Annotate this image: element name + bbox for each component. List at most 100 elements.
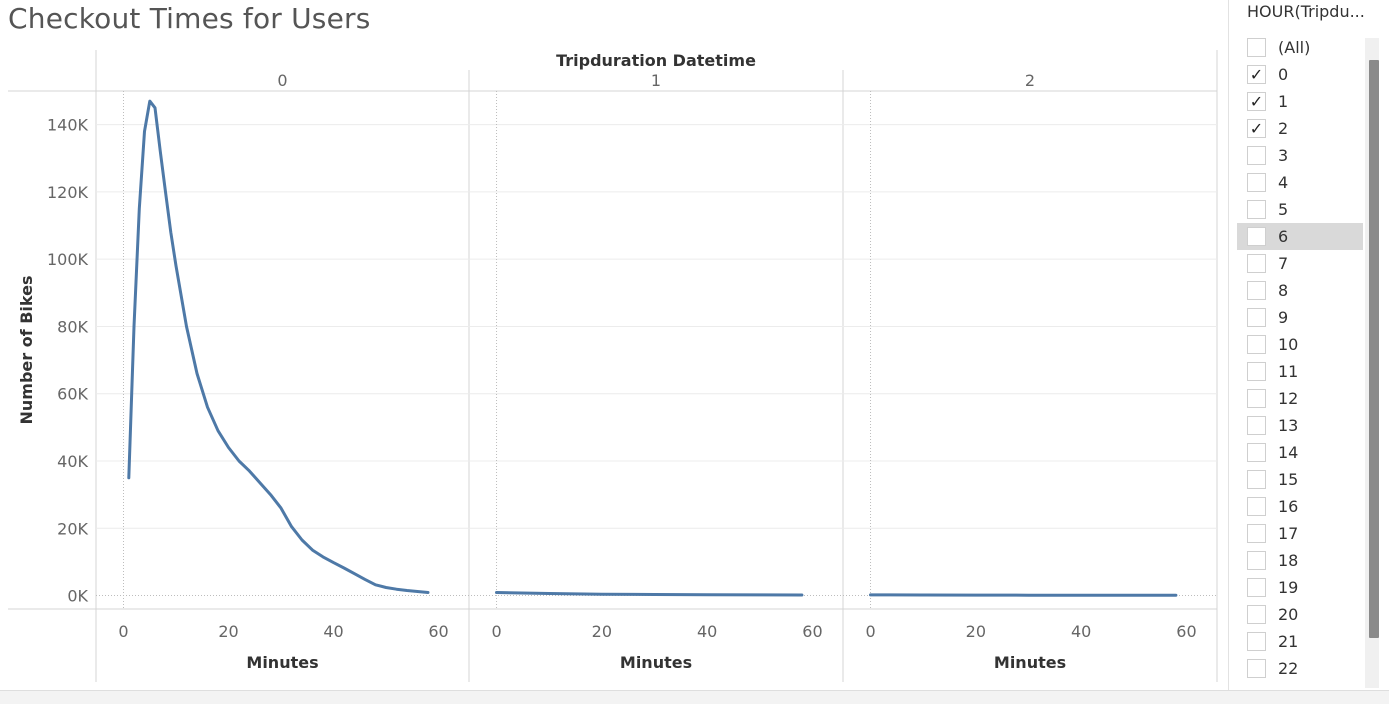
- filter-item[interactable]: 14: [1237, 439, 1363, 466]
- filter-item[interactable]: 9: [1237, 304, 1363, 331]
- filter-item[interactable]: 18: [1237, 547, 1363, 574]
- checkbox[interactable]: [1247, 632, 1266, 651]
- x-axis-label: Minutes: [620, 653, 692, 672]
- filter-item[interactable]: 7: [1237, 250, 1363, 277]
- filter-item-label: 13: [1278, 416, 1298, 435]
- checkbox[interactable]: [1247, 416, 1266, 435]
- filter-item-label: 17: [1278, 524, 1298, 543]
- checkbox[interactable]: [1247, 470, 1266, 489]
- checkbox[interactable]: [1247, 173, 1266, 192]
- filter-item[interactable]: 4: [1237, 169, 1363, 196]
- filter-item[interactable]: (All): [1237, 34, 1363, 61]
- checkbox[interactable]: [1247, 200, 1266, 219]
- filter-item-label: 8: [1278, 281, 1288, 300]
- checkbox[interactable]: [1247, 659, 1266, 678]
- checkbox[interactable]: [1247, 578, 1266, 597]
- checkbox[interactable]: [1247, 551, 1266, 570]
- filter-item-label: (All): [1278, 38, 1310, 57]
- x-axis-label: Minutes: [246, 653, 318, 672]
- checkbox[interactable]: [1247, 362, 1266, 381]
- filter-item[interactable]: 19: [1237, 574, 1363, 601]
- filter-item[interactable]: 17: [1237, 520, 1363, 547]
- checkbox[interactable]: [1247, 389, 1266, 408]
- filter-item[interactable]: 22: [1237, 655, 1363, 682]
- filter-item-label: 18: [1278, 551, 1298, 570]
- filter-item-label: 6: [1278, 227, 1288, 246]
- filter-item-label: 5: [1278, 200, 1288, 219]
- filter-item-label: 4: [1278, 173, 1288, 192]
- x-tick-label: 40: [697, 622, 717, 641]
- filter-item-label: 11: [1278, 362, 1298, 381]
- y-axis-label: Number of Bikes: [17, 275, 36, 424]
- checkbox[interactable]: [1247, 443, 1266, 462]
- checkbox[interactable]: [1247, 524, 1266, 543]
- y-tick-label: 120K: [47, 183, 89, 202]
- filter-item-label: 20: [1278, 605, 1298, 624]
- filter-item[interactable]: ✓0: [1237, 61, 1363, 88]
- checkbox[interactable]: [1247, 605, 1266, 624]
- y-tick-label: 80K: [57, 317, 88, 336]
- x-tick-label: 20: [218, 622, 238, 641]
- checkbox[interactable]: [1247, 335, 1266, 354]
- filter-item[interactable]: 3: [1237, 142, 1363, 169]
- filter-item-label: 2: [1278, 119, 1288, 138]
- filter-item-label: 15: [1278, 470, 1298, 489]
- filter-item-label: 10: [1278, 335, 1298, 354]
- panel-header: 1: [651, 71, 661, 90]
- x-tick-label: 20: [592, 622, 612, 641]
- filter-scrollbar-thumb[interactable]: [1369, 60, 1379, 638]
- y-tick-label: 40K: [57, 452, 88, 471]
- y-tick-label: 100K: [47, 250, 89, 269]
- x-axis-label: Minutes: [994, 653, 1066, 672]
- x-tick-label: 0: [118, 622, 128, 641]
- filter-item-label: 12: [1278, 389, 1298, 408]
- filter-item-label: 3: [1278, 146, 1288, 165]
- bottom-scrollbar[interactable]: [0, 690, 1389, 704]
- checkbox[interactable]: [1247, 254, 1266, 273]
- filter-item[interactable]: 21: [1237, 628, 1363, 655]
- panel-header: 2: [1025, 71, 1035, 90]
- filter-item[interactable]: ✓1: [1237, 88, 1363, 115]
- filter-item[interactable]: 11: [1237, 358, 1363, 385]
- filter-item[interactable]: 10: [1237, 331, 1363, 358]
- y-tick-label: 60K: [57, 385, 88, 404]
- checked-checkbox[interactable]: ✓: [1247, 65, 1266, 84]
- checked-checkbox[interactable]: ✓: [1247, 119, 1266, 138]
- filter-item-label: 19: [1278, 578, 1298, 597]
- series-line-panel-1: [497, 593, 802, 596]
- filter-item[interactable]: 20: [1237, 601, 1363, 628]
- filter-item[interactable]: 8: [1237, 277, 1363, 304]
- filter-item[interactable]: 16: [1237, 493, 1363, 520]
- filter-item-label: 0: [1278, 65, 1288, 84]
- checkbox[interactable]: [1247, 38, 1266, 57]
- x-tick-label: 60: [428, 622, 448, 641]
- checked-checkbox[interactable]: ✓: [1247, 92, 1266, 111]
- y-tick-label: 0K: [67, 587, 88, 606]
- checkmark-icon: ✓: [1250, 121, 1263, 137]
- filter-item-label: 9: [1278, 308, 1288, 327]
- x-tick-label: 0: [865, 622, 875, 641]
- filter-item-label: 21: [1278, 632, 1298, 651]
- filter-item-label: 14: [1278, 443, 1298, 462]
- checkmark-icon: ✓: [1250, 94, 1263, 110]
- filter-item[interactable]: 15: [1237, 466, 1363, 493]
- x-tick-label: 40: [323, 622, 343, 641]
- checkbox[interactable]: [1247, 308, 1266, 327]
- checkbox[interactable]: [1247, 281, 1266, 300]
- filter-item[interactable]: 13: [1237, 412, 1363, 439]
- filter-item-label: 16: [1278, 497, 1298, 516]
- checkbox[interactable]: [1247, 227, 1266, 246]
- filter-title: HOUR(Tripdu...: [1247, 2, 1387, 21]
- filter-item[interactable]: 12: [1237, 385, 1363, 412]
- filter-item-label: 1: [1278, 92, 1288, 111]
- y-tick-label: 140K: [47, 116, 89, 135]
- checkbox[interactable]: [1247, 146, 1266, 165]
- y-tick-label: 20K: [57, 519, 88, 538]
- x-tick-label: 60: [1176, 622, 1196, 641]
- filter-item[interactable]: 6: [1237, 223, 1363, 250]
- filter-item[interactable]: 5: [1237, 196, 1363, 223]
- filter-item[interactable]: ✓2: [1237, 115, 1363, 142]
- checkmark-icon: ✓: [1250, 67, 1263, 83]
- checkbox[interactable]: [1247, 497, 1266, 516]
- column-header: Tripduration Datetime: [556, 51, 756, 70]
